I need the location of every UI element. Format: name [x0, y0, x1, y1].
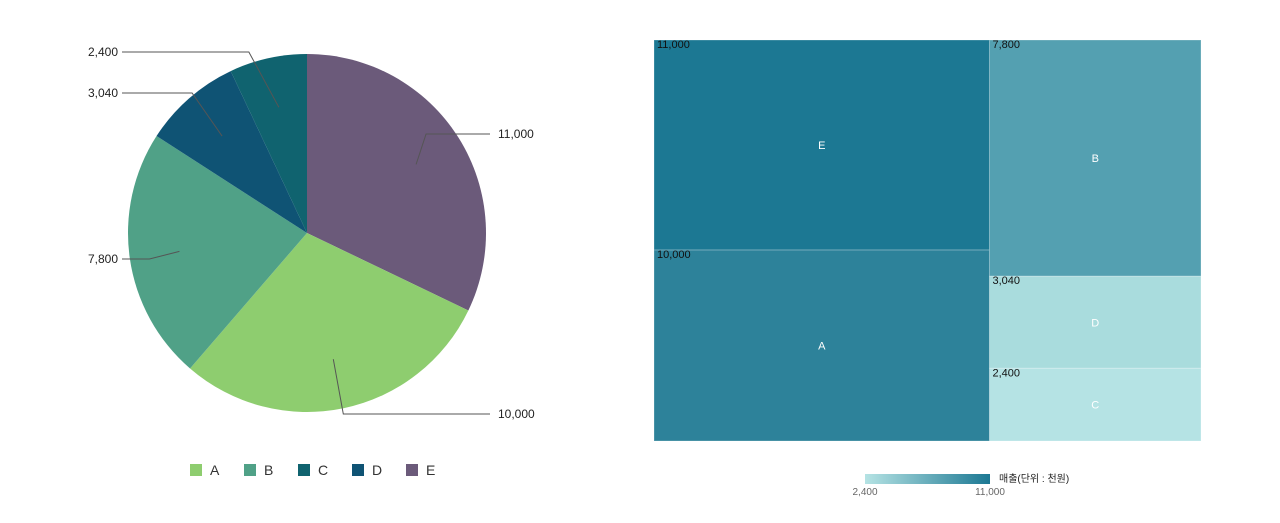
pie-slice-c: [230, 54, 307, 233]
legend-label-a[interactable]: A: [210, 462, 220, 478]
treemap-category-label-d: D: [1091, 317, 1099, 329]
pie-value-label-d: 3,040: [88, 86, 118, 100]
color-scale-legend: 2,400 11,000 매출(단위 : 천원): [852, 472, 1069, 498]
pie-slice-e: [307, 54, 486, 311]
treemap-category-label-c: C: [1091, 400, 1099, 412]
leader-line-c: [122, 51, 280, 108]
pie-slice-a: [190, 233, 469, 412]
pie-chart: 11,000 10,000 7,800 3,040 2,400: [88, 45, 535, 421]
pie-value-label-a: 10,000: [498, 407, 535, 421]
treemap-cell-d: [988, 275, 1202, 369]
treemap-cell-a: [653, 249, 990, 442]
treemap-category-label-a: A: [818, 341, 826, 353]
legend-swatch-b[interactable]: [244, 464, 256, 476]
treemap-cell-e: [653, 39, 990, 251]
legend-label-e[interactable]: E: [426, 462, 435, 478]
legend-swatch-a[interactable]: [190, 464, 202, 476]
legend-swatch-d[interactable]: [352, 464, 364, 476]
pie-value-label-b: 7,800: [88, 252, 118, 266]
treemap-value-label-c: 2,400: [992, 367, 1020, 379]
treemap-category-label-b: B: [1092, 153, 1099, 165]
pie-value-label-e: 11,000: [498, 127, 534, 141]
pie-slice-b: [128, 136, 307, 369]
pie-legend: A B C D E: [190, 462, 435, 478]
treemap-value-label-a: 10,000: [657, 249, 691, 261]
legend-label-c[interactable]: C: [318, 462, 328, 478]
treemap-value-label-e: 11,000: [657, 39, 690, 51]
leader-line-b: [122, 250, 180, 260]
leader-line-e: [415, 133, 490, 165]
legend-label-b[interactable]: B: [264, 462, 273, 478]
treemap-cell-b: [988, 39, 1202, 277]
treemap-category-label-e: E: [818, 140, 825, 152]
treemap-cell-c: [988, 367, 1202, 442]
leader-line-a: [332, 359, 490, 415]
color-scale-max-label: 11,000: [975, 487, 1005, 498]
color-scale-bar: [865, 474, 990, 484]
legend-swatch-c[interactable]: [298, 464, 310, 476]
legend-label-d[interactable]: D: [372, 462, 382, 478]
pie-slice-d: [156, 71, 307, 233]
color-scale-title: 매출(단위 : 천원): [999, 472, 1069, 485]
treemap-value-label-d: 3,040: [992, 275, 1020, 287]
color-scale-min-label: 2,400: [852, 487, 877, 498]
pie-value-label-c: 2,400: [88, 45, 118, 59]
legend-swatch-e[interactable]: [406, 464, 418, 476]
leader-line-d: [122, 92, 223, 137]
treemap-value-label-b: 7,800: [992, 39, 1020, 51]
treemap-chart: 11,000 E 10,000 A 7,800 B 3,040 D 2,400 C: [653, 39, 1202, 442]
